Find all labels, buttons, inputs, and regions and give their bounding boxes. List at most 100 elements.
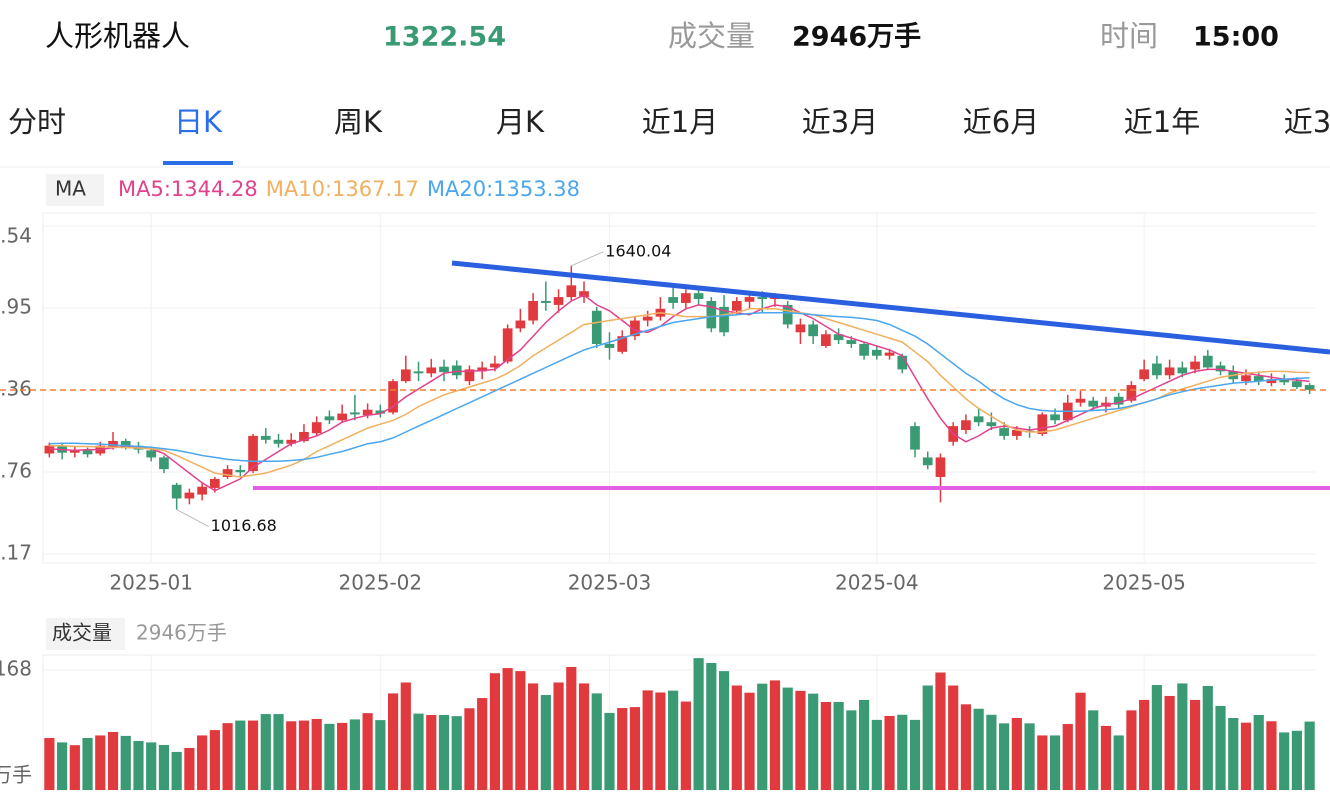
y-tick-label: 903.17 <box>0 540 32 564</box>
volume-bar <box>1024 723 1035 790</box>
volume-bar <box>426 715 437 790</box>
volume-bar <box>884 715 895 790</box>
leader-line <box>571 251 604 267</box>
tab-bar: 分时 日K 周K 月K 近1月 近3月 近6月 近1年 近3年 <box>8 105 1330 165</box>
volume-bar <box>960 704 972 790</box>
x-tick-label: 2025-02 <box>339 571 423 595</box>
volume-chart: 0万手 5168 <box>0 654 1316 791</box>
candle-body <box>846 340 857 345</box>
candle-body <box>833 334 844 341</box>
candle-body <box>1202 355 1213 368</box>
volume-bar <box>795 690 806 790</box>
volume-bar <box>1049 735 1061 790</box>
volume-bar <box>1075 692 1086 790</box>
volume-bar <box>1266 721 1277 790</box>
volume-bar <box>540 695 551 790</box>
volume-bar <box>642 690 653 790</box>
candle-body <box>108 440 118 447</box>
volume-bar <box>693 658 704 790</box>
candle-body <box>388 381 398 413</box>
legend-entry: MA20:1353.38 <box>427 177 580 201</box>
volume-bar <box>171 751 182 790</box>
volume-bar <box>935 672 946 790</box>
volume-bar <box>680 701 691 790</box>
candle-body <box>235 469 246 473</box>
candle-body <box>973 416 984 423</box>
volume-bar <box>1151 685 1162 790</box>
tab[interactable]: 近6月 <box>963 105 1039 139</box>
time-label: 时间 <box>1100 19 1158 53</box>
candle-body <box>528 300 538 321</box>
volume-bar <box>731 685 742 790</box>
tab[interactable]: 近3年 <box>1284 105 1330 139</box>
volume-value: 2946万手 <box>792 22 921 53</box>
candle-body <box>464 369 475 382</box>
candle-body <box>1266 379 1277 384</box>
candle-body <box>1241 375 1251 382</box>
volume-bar <box>464 708 475 790</box>
volume-bar <box>757 683 768 790</box>
volume-bar <box>158 744 170 790</box>
candle-body <box>439 366 449 373</box>
volume-bar <box>298 720 310 790</box>
volume-bar <box>362 713 373 790</box>
volume-bar <box>566 666 577 790</box>
candle-body <box>146 450 157 458</box>
candle-body <box>859 344 869 356</box>
volume-bar <box>107 731 119 790</box>
candle-body <box>413 371 424 374</box>
candle-body <box>1126 385 1137 401</box>
legend-entry: MA5:1344.28 <box>118 177 258 201</box>
volume-bar <box>209 730 220 790</box>
ma-line <box>49 294 1310 492</box>
tab[interactable]: 近3月 <box>802 105 878 139</box>
volume-bar <box>400 682 411 790</box>
tab[interactable]: 周K <box>334 105 383 139</box>
tab[interactable]: 日K <box>174 105 223 139</box>
y-tick-label: 1112.76 <box>0 458 32 482</box>
y-tick-label: 0万手 <box>0 763 32 787</box>
volume-bar <box>387 693 399 790</box>
candle-body <box>681 293 691 303</box>
volume-bar <box>706 662 717 790</box>
candle-body <box>273 439 284 444</box>
volume-bar <box>82 737 93 790</box>
candle-body <box>591 310 602 345</box>
candle-body <box>757 297 768 300</box>
tab[interactable]: 分时 <box>8 105 66 139</box>
volume-subtitle: 2946万手 <box>136 621 227 645</box>
candle-body <box>515 320 526 329</box>
volume-bar <box>1189 699 1201 790</box>
ma-legend: MA MA5:1344.28 MA10:1367.17 MA20:1353.38 <box>55 177 580 202</box>
candlestick-chart: 903.17 1112.76 1322.36 1531.95 1741.54 2025-0… <box>0 212 1330 595</box>
candle-body <box>566 285 577 298</box>
volume-bar <box>897 714 908 790</box>
volume-bar <box>629 707 641 790</box>
candle-body <box>1304 385 1315 390</box>
candle-body <box>540 300 551 303</box>
candle-body <box>1088 400 1099 407</box>
volume-bar <box>1228 718 1239 790</box>
volume-bar <box>222 723 233 790</box>
candle-body <box>579 291 589 298</box>
tab[interactable]: 近1年 <box>1124 105 1200 139</box>
candle-body <box>197 486 207 495</box>
candle-body <box>490 363 500 368</box>
candle-body <box>884 352 895 356</box>
candle-body <box>69 449 80 453</box>
volume-bar <box>451 716 462 790</box>
volume-bar <box>311 718 322 790</box>
y-tick-label: 1322.36 <box>0 377 32 401</box>
tab[interactable]: 月K <box>496 105 545 139</box>
volume-label: 成交量 <box>668 19 755 53</box>
volume-bar <box>1011 718 1022 790</box>
volume-bar <box>260 714 271 790</box>
volume-bar <box>718 671 730 790</box>
volume-bar <box>146 742 157 790</box>
candle-body <box>1177 367 1188 374</box>
candle-body <box>311 422 322 434</box>
volume-bar <box>1279 732 1290 790</box>
tab[interactable]: 近1月 <box>642 105 718 139</box>
candle-body <box>1253 376 1264 382</box>
